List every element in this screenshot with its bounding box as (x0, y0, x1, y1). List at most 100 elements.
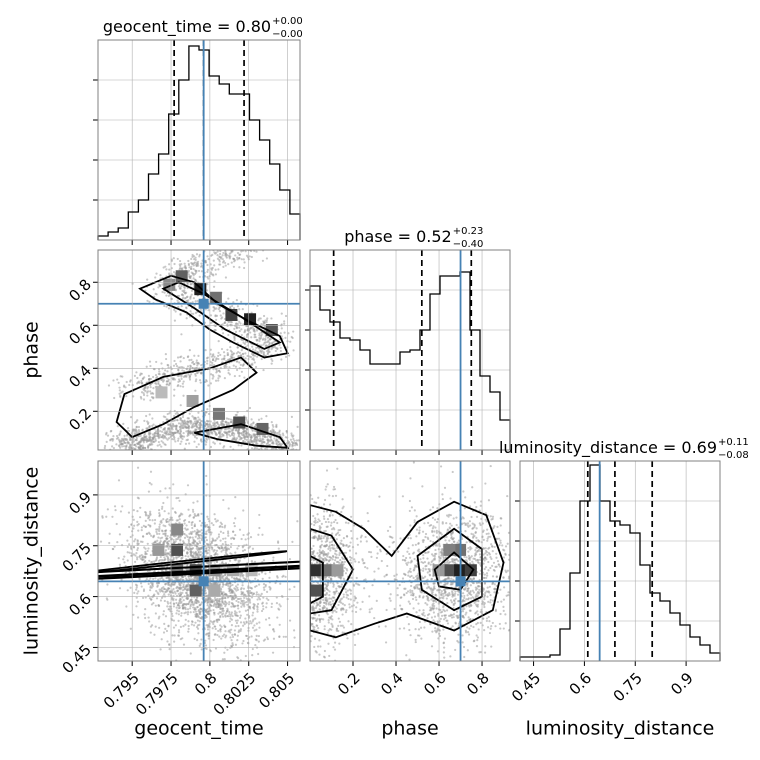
geocent_time-luminosity_distance-point (191, 508, 195, 511)
geocent_time-luminosity_distance-point (215, 520, 218, 523)
geocent_time-luminosity_distance-point (159, 599, 163, 602)
geocent_time-luminosity_distance-point (128, 525, 131, 529)
geocent_time-phase-point (167, 423, 170, 427)
geocent_time-phase-contour-1 (161, 281, 282, 350)
geocent_time-luminosity_distance-point (296, 520, 299, 523)
geocent_time-phase-point (154, 381, 157, 385)
geocent_time-phase-point (156, 444, 159, 447)
geocent_time-phase-point (222, 351, 226, 354)
geocent_time-luminosity_distance-point (242, 577, 245, 580)
geocent_time-luminosity_distance-point (227, 578, 231, 581)
geocent_time-luminosity_distance-point (219, 611, 223, 614)
geocent_time-phase-point (258, 332, 261, 335)
geocent_time-luminosity_distance-point (223, 602, 226, 606)
geocent_time-luminosity_distance-point (194, 621, 197, 624)
geocent_time-luminosity_distance-point (228, 613, 231, 616)
geocent_time-luminosity_distance-point (198, 623, 201, 626)
geocent_time-phase-point (129, 452, 131, 454)
geocent_time-phase-point (262, 435, 265, 438)
geocent_time-phase-point (254, 335, 257, 339)
geocent_time-luminosity_distance-point (144, 514, 148, 517)
geocent_time-phase-point (133, 455, 135, 457)
geocent_time-phase-point (261, 454, 263, 456)
geocent_time-luminosity_distance-point (205, 552, 208, 555)
geocent_time-phase-point (219, 246, 221, 248)
geocent_time-phase-point (174, 362, 178, 366)
geocent_time-phase-bin (209, 291, 222, 304)
geocent_time-phase-point (253, 447, 256, 450)
geocent_time-phase-point (279, 346, 282, 349)
geocent_time-luminosity_distance-point (184, 618, 187, 621)
geocent_time-luminosity_distance-point (228, 629, 231, 632)
geocent_time-phase-point (205, 438, 209, 441)
geocent_time-phase-point (173, 414, 176, 418)
geocent_time-phase-point (245, 416, 248, 419)
geocent_time-luminosity_distance-point (266, 637, 270, 641)
geocent_time-phase-point (175, 427, 178, 431)
geocent_time-phase-point (290, 415, 294, 418)
geocent_time-phase-point (126, 454, 128, 456)
geocent_time-luminosity_distance-point (238, 610, 241, 613)
geocent_time-phase-point (177, 374, 180, 378)
geocent_time-luminosity_distance-point (158, 523, 161, 526)
geocent_time-phase-point (225, 300, 228, 304)
geocent_time-luminosity_distance-point (168, 545, 172, 548)
geocent_time-phase-point (194, 389, 197, 392)
geocent_time-luminosity_distance-point (237, 624, 240, 628)
geocent_time-luminosity_distance-point (177, 610, 181, 613)
geocent_time-luminosity_distance-point (220, 625, 223, 628)
geocent_time-phase-point (157, 381, 160, 385)
geocent_time-luminosity_distance-point (218, 525, 221, 529)
geocent_time-luminosity_distance-point (158, 513, 161, 517)
geocent_time-luminosity_distance-point (108, 532, 111, 535)
geocent_time-luminosity_distance-point (205, 561, 208, 564)
geocent_time-luminosity_distance-point (232, 577, 236, 580)
geocent_time-luminosity_distance-point (134, 554, 137, 557)
geocent_time-luminosity_distance-point (293, 636, 296, 639)
geocent_time-phase-point (258, 347, 261, 350)
geocent_time-luminosity_distance-point (223, 669, 225, 671)
geocent_time-phase-point (243, 376, 246, 379)
geocent_time-phase-point (243, 330, 247, 333)
geocent_time-luminosity_distance-point (167, 576, 170, 580)
geocent_time-phase-point (139, 434, 142, 438)
geocent_time-phase-point (146, 385, 150, 389)
geocent_time-phase-point (251, 358, 254, 361)
geocent_time-phase-point (215, 368, 218, 371)
geocent_time-phase-point (213, 355, 216, 358)
geocent_time-phase-point (192, 433, 195, 436)
geocent_time-luminosity_distance-point (213, 513, 216, 516)
geocent_time-luminosity_distance-point (206, 604, 209, 607)
geocent_time-phase-point (182, 426, 185, 430)
geocent_time-luminosity_distance-point (223, 657, 226, 661)
geocent_time-phase-point (277, 440, 280, 444)
geocent_time-phase-point (258, 334, 261, 337)
geocent_time-luminosity_distance-point (222, 531, 225, 535)
geocent_time-luminosity_distance-point (240, 572, 243, 575)
geocent_time-phase-point (194, 435, 197, 439)
geocent_time-luminosity_distance-point (217, 535, 220, 538)
geocent_time-luminosity_distance-point (229, 615, 232, 618)
geocent_time-phase-point (193, 304, 196, 307)
geocent_time-luminosity_distance-point (198, 644, 201, 647)
geocent_time-phase-point (226, 254, 229, 257)
geocent_time-phase-point (179, 424, 183, 427)
geocent_time-luminosity_distance-point (214, 647, 218, 650)
geocent_time-phase-point (165, 357, 168, 361)
geocent_time-luminosity_distance-point (268, 571, 272, 574)
geocent_time-luminosity_distance-point (219, 628, 222, 631)
geocent_time-phase-point (194, 311, 198, 314)
geocent_time-luminosity_distance-point (258, 573, 261, 576)
geocent_time-phase-point (119, 430, 122, 433)
geocent_time-phase-point (244, 441, 247, 444)
geocent_time-luminosity_distance-point (240, 587, 243, 590)
geocent_time-luminosity_distance-point (179, 512, 183, 515)
geocent_time-luminosity_distance-point (167, 593, 170, 596)
geocent_time-phase-point (177, 437, 180, 440)
geocent_time-phase-point (240, 349, 243, 352)
geocent_time-luminosity_distance-point (146, 542, 149, 545)
geocent_time-luminosity_distance-point (242, 509, 245, 512)
geocent_time-phase-point (136, 451, 138, 453)
geocent_time-phase-point (250, 418, 253, 421)
geocent_time-phase-point (227, 297, 230, 300)
